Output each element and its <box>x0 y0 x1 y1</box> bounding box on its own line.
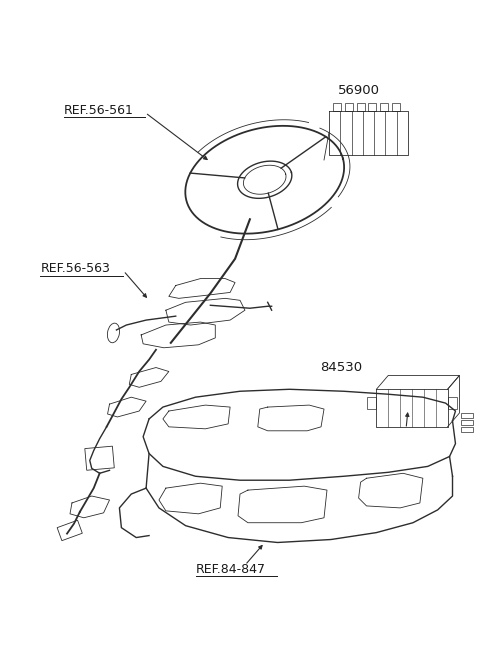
Bar <box>447 397 457 409</box>
Bar <box>367 397 376 409</box>
Text: 84530: 84530 <box>320 361 362 374</box>
Bar <box>357 102 364 111</box>
Bar <box>333 102 341 111</box>
Bar <box>380 102 388 111</box>
Text: REF.56-563: REF.56-563 <box>40 262 110 276</box>
Bar <box>85 446 114 470</box>
Bar <box>57 520 82 541</box>
Text: REF.84-847: REF.84-847 <box>195 563 265 576</box>
Bar <box>345 102 353 111</box>
Bar <box>461 427 473 432</box>
Text: 56900: 56900 <box>337 84 380 97</box>
Text: REF.56-561: REF.56-561 <box>64 104 134 117</box>
Bar <box>461 413 473 418</box>
Bar <box>369 102 376 111</box>
Bar <box>392 102 400 111</box>
Bar <box>461 420 473 425</box>
